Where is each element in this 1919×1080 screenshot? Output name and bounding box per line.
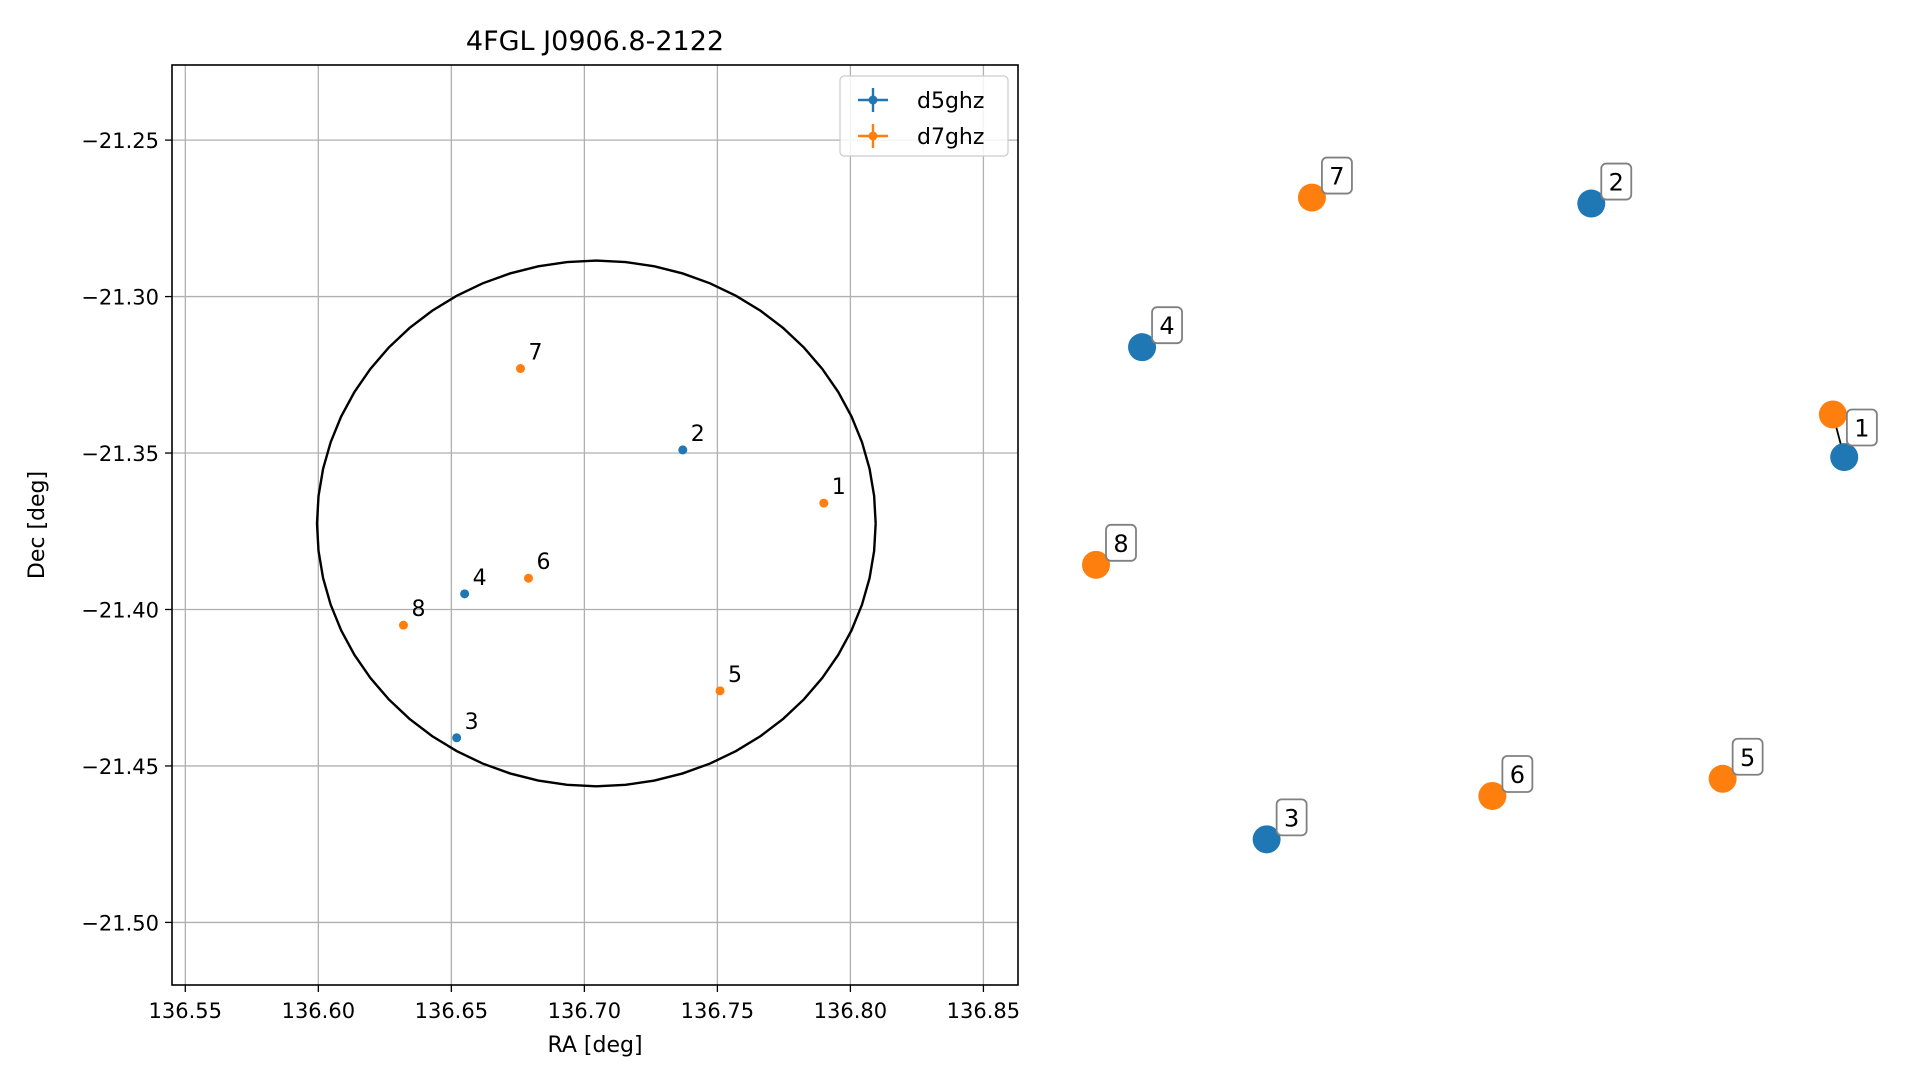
marker [1082, 550, 1110, 579]
data-point [516, 364, 526, 374]
legend-label: d7ghz [917, 125, 984, 150]
boxed-label: 3 [1275, 798, 1308, 837]
data-point [452, 733, 462, 743]
chart-title: 4FGL J0906.8-2122 [466, 26, 724, 57]
boxed-label: 8 [1105, 523, 1137, 562]
x-tick-label: 136.55 [149, 999, 222, 1023]
marker [1577, 189, 1606, 218]
label-box [1151, 306, 1183, 345]
legend: d5ghz d7ghz [839, 75, 1009, 157]
legend-entry: d7ghz [858, 124, 984, 150]
x-tick-label: 136.75 [681, 999, 754, 1023]
legend-marker-dot [868, 131, 878, 141]
y-tick-label: −21.35 [81, 442, 159, 466]
y-tick-label: −21.30 [81, 286, 159, 310]
label-text: 6 [1510, 761, 1525, 789]
boxed-label: 7 [1321, 156, 1353, 195]
marker [1297, 183, 1326, 212]
data-point [523, 573, 533, 583]
x-tick-label: 136.65 [415, 999, 488, 1023]
label-box [1105, 523, 1137, 562]
marker [1128, 333, 1157, 362]
legend-marker-dot [868, 95, 878, 105]
marker [1478, 781, 1507, 810]
marker [1708, 764, 1737, 793]
label-text: 3 [1284, 804, 1299, 832]
marker [1830, 443, 1859, 472]
axis-ticks: 136.55 136.60 136.65 136.70 136.75 136.80 136.… [81, 129, 1020, 1023]
plot-frame [171, 64, 1019, 986]
label-box [1731, 737, 1764, 776]
data-point [678, 445, 688, 455]
point-label: 4 [473, 566, 487, 591]
x-tick-label: 136.60 [282, 999, 355, 1023]
label-text: 7 [1329, 163, 1344, 191]
label-box [1321, 156, 1353, 195]
label-box [1275, 798, 1308, 837]
x-tick-label: 136.85 [947, 999, 1020, 1023]
data-point [398, 620, 408, 630]
y-tick-label: −21.25 [81, 129, 159, 153]
marker [1818, 400, 1847, 429]
point-label: 2 [691, 422, 705, 447]
right-label-layout-plot: 2 4 3 7 1 8 6 5 [1082, 156, 1878, 854]
label-box [1501, 755, 1534, 793]
boxed-label: 2 [1600, 162, 1633, 201]
label-text: 8 [1113, 530, 1128, 558]
legend-label: d5ghz [917, 89, 984, 114]
label-text: 2 [1609, 169, 1624, 197]
y-tick-label: −21.45 [81, 755, 159, 779]
label-box [1845, 408, 1878, 447]
data-point [460, 589, 470, 599]
label-text: 4 [1159, 312, 1174, 340]
legend-entry: d5ghz [858, 88, 984, 114]
ellipse-outline [315, 259, 877, 788]
boxed-label: 6 [1501, 755, 1534, 793]
localization-ellipse [315, 259, 877, 788]
boxed-label: 1 [1845, 408, 1878, 447]
y-tick-label: −21.40 [81, 598, 159, 622]
grid-lines [172, 65, 1018, 985]
label-text: 1 [1854, 414, 1869, 442]
point-label: 1 [832, 475, 846, 500]
x-tick-label: 136.80 [814, 999, 887, 1023]
label-box [1600, 162, 1633, 201]
point-label: 5 [728, 663, 742, 688]
boxed-label: 5 [1731, 737, 1764, 776]
boxed-label: 4 [1151, 306, 1183, 345]
data-point [715, 686, 725, 696]
data-point [819, 498, 829, 508]
x-axis-label: RA [deg] [547, 1033, 642, 1058]
y-tick-label: −21.50 [81, 911, 159, 935]
point-label: 7 [529, 341, 543, 366]
y-axis-label: Dec [deg] [25, 471, 50, 579]
data-points: 2 4 3 7 1 6 8 5 [398, 341, 846, 743]
label-text: 5 [1740, 744, 1755, 772]
point-label: 3 [465, 710, 479, 735]
x-tick-label: 136.70 [548, 999, 621, 1023]
point-label: 6 [536, 550, 550, 575]
marker [1252, 825, 1281, 854]
point-label: 8 [411, 597, 425, 622]
